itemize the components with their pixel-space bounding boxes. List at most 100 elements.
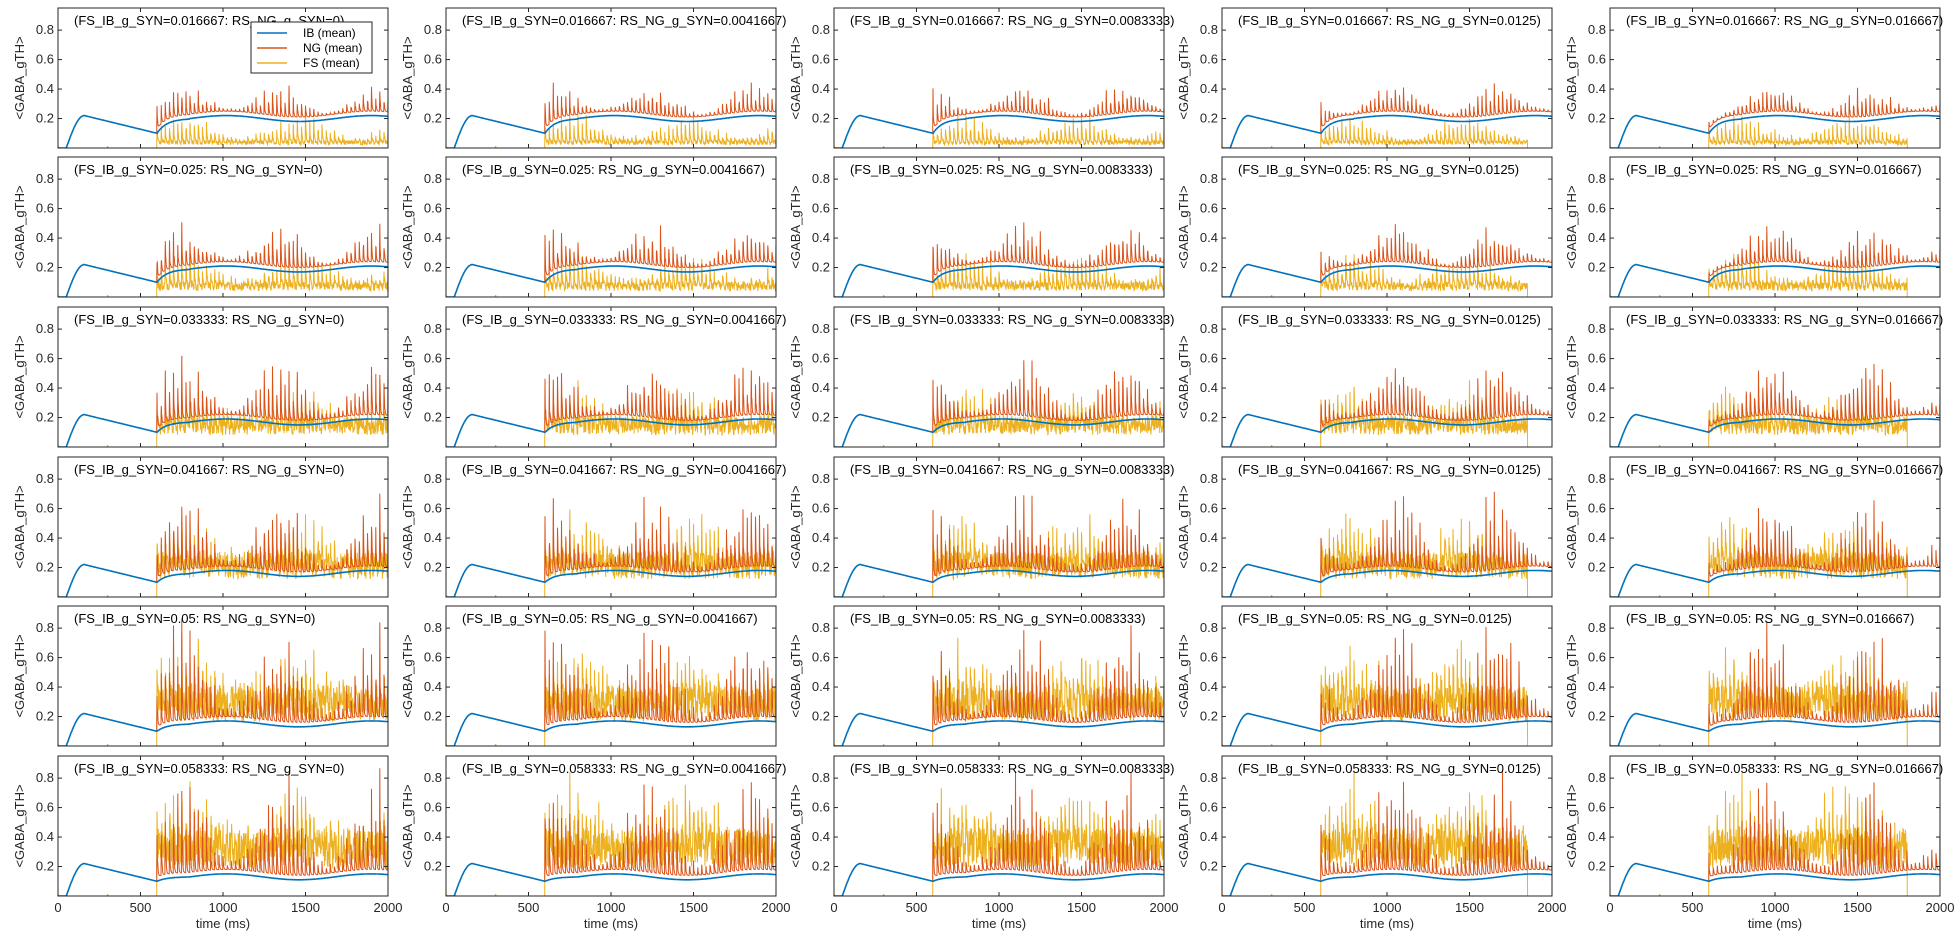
ib-mean-line xyxy=(1222,263,1552,297)
y-tick-label: 0.6 xyxy=(812,800,830,815)
fs-mean-line xyxy=(834,115,1164,148)
panel-data xyxy=(1610,363,1940,447)
ng-mean-line xyxy=(1610,782,1940,896)
panel-data xyxy=(834,88,1164,148)
ib-mean-line xyxy=(446,263,776,297)
panel-2-0: 0.2 0.4 0.6 0.8 <GABA_gTH> (FS_IB_g_SYN=0.033… xyxy=(12,306,389,448)
y-axis-label: <GABA_gTH> xyxy=(400,485,415,568)
x-tick-label: 2000 xyxy=(1926,900,1954,915)
ib-mean-line xyxy=(834,114,1164,148)
y-tick-label: 0.2 xyxy=(1588,111,1606,126)
ib-mean-line xyxy=(58,862,388,896)
x-tick-label: 1500 xyxy=(291,900,320,915)
panel-data xyxy=(1222,769,1552,896)
y-tick-label: 0.2 xyxy=(36,560,54,575)
y-tick-label: 0.6 xyxy=(1588,501,1606,516)
panel-title: (FS_IB_g_SYN=0.058333: RS_NG_g_SYN=0.008… xyxy=(850,761,1175,776)
fs-mean-line xyxy=(1222,380,1552,447)
ib-mean-line xyxy=(1222,413,1552,447)
fs-mean-line xyxy=(446,114,776,148)
x-tick-label: 1000 xyxy=(209,900,238,915)
y-tick-label: 0.2 xyxy=(1200,410,1218,425)
y-tick-label: 0.8 xyxy=(812,171,830,186)
y-axis-label: <GABA_gTH> xyxy=(1176,485,1191,568)
y-tick-label: 0.2 xyxy=(424,560,442,575)
panel-data xyxy=(446,772,776,896)
y-tick-label: 0.4 xyxy=(1200,230,1218,245)
y-tick-label: 0.4 xyxy=(36,81,54,96)
y-axis-label: <GABA_gTH> xyxy=(1564,485,1579,568)
y-axis-label: <GABA_gTH> xyxy=(788,485,803,568)
y-tick-label: 0.2 xyxy=(424,260,442,275)
fs-mean-line xyxy=(1222,117,1552,148)
ng-mean-line xyxy=(446,630,776,746)
y-tick-label: 0.6 xyxy=(36,800,54,815)
panel-0-0: 0.20.40.60.8<GABA_gTH>(FS_IB_g_SYN=0.016… xyxy=(12,7,389,149)
ib-mean-line xyxy=(58,712,388,746)
x-axis-label: time (ms) xyxy=(1360,916,1414,931)
x-tick-label: 2000 xyxy=(1150,900,1179,915)
y-tick-label: 0.4 xyxy=(812,829,830,844)
y-tick-label: 0.6 xyxy=(1588,201,1606,216)
ib-mean-line xyxy=(446,563,776,597)
y-tick-label: 0.2 xyxy=(36,260,54,275)
ib-mean-line xyxy=(58,413,388,447)
y-tick-label: 0.2 xyxy=(424,111,442,126)
y-tick-label: 0.4 xyxy=(424,230,442,245)
panel-0-3: 0.2 0.4 0.6 0.8 <GABA_gTH> (FS_IB_g_SYN=0.016… xyxy=(1176,7,1553,149)
legend: IB (mean)NG (mean)FS (mean) xyxy=(250,21,373,74)
x-tick-label: 0 xyxy=(54,900,61,915)
ib-mean-line xyxy=(446,862,776,896)
fs-mean-line xyxy=(446,248,776,297)
y-tick-label: 0.2 xyxy=(424,859,442,874)
y-tick-label: 0.4 xyxy=(812,230,830,245)
y-tick-label: 0.2 xyxy=(812,111,830,126)
ib-mean-line xyxy=(1610,114,1940,148)
y-tick-label: 0.8 xyxy=(812,471,830,486)
y-axis-label: <GABA_gTH> xyxy=(12,36,27,119)
y-axis-label: <GABA_gTH> xyxy=(400,634,415,717)
y-tick-label: 0.4 xyxy=(1588,81,1606,96)
ib-mean-line xyxy=(1610,563,1940,597)
y-tick-label: 0.4 xyxy=(36,230,54,245)
ib-mean-line xyxy=(446,712,776,746)
y-axis-label: <GABA_gTH> xyxy=(788,634,803,717)
y-tick-label: 0.6 xyxy=(424,501,442,516)
y-tick-label: 0.6 xyxy=(424,201,442,216)
y-tick-label: 0.4 xyxy=(1200,81,1218,96)
panel-4-0: 0.2 0.4 0.6 0.8 <GABA_gTH> (FS_IB_g_SYN=0.05:… xyxy=(12,605,389,747)
y-axis-label: <GABA_gTH> xyxy=(400,335,415,418)
panel-title: (FS_IB_g_SYN=0.016667: RS_NG_g_SYN=0.016… xyxy=(1626,13,1943,28)
y-tick-label: 0.8 xyxy=(424,471,442,486)
y-tick-label: 0.4 xyxy=(1588,530,1606,545)
ng-mean-line xyxy=(1222,491,1552,597)
y-tick-label: 0.2 xyxy=(1200,260,1218,275)
x-tick-label: 1500 xyxy=(679,900,708,915)
y-tick-label: 0.8 xyxy=(812,22,830,37)
panel-title: (FS_IB_g_SYN=0.016667: RS_NG_g_SYN=0.008… xyxy=(850,13,1175,28)
panel-data xyxy=(1610,87,1940,148)
y-axis-label: <GABA_gTH> xyxy=(12,784,27,867)
y-axis-label: <GABA_gTH> xyxy=(1564,335,1579,418)
panel-title: (FS_IB_g_SYN=0.05: RS_NG_g_SYN=0) xyxy=(74,611,315,626)
y-tick-label: 0.6 xyxy=(1200,501,1218,516)
y-axis-label: <GABA_gTH> xyxy=(1176,185,1191,268)
panel-grid: 0.2 0.4 0.6 0.8 <GABA_gTH> (FS_IB_g_SYN=0.016… xyxy=(12,7,1954,931)
axes-box xyxy=(445,7,777,149)
x-axis-label: time (ms) xyxy=(584,916,638,931)
y-tick-label: 0.4 xyxy=(36,679,54,694)
y-tick-label: 0.2 xyxy=(1200,709,1218,724)
panel-1-0: 0.2 0.4 0.6 0.8 <GABA_gTH> (FS_IB_g_SYN=0.025… xyxy=(12,156,389,298)
ib-mean-line xyxy=(1610,263,1940,297)
y-tick-label: 0.2 xyxy=(1200,859,1218,874)
fs-mean-line xyxy=(446,645,776,746)
y-tick-label: 0.6 xyxy=(812,650,830,665)
y-tick-label: 0.6 xyxy=(36,351,54,366)
x-axis-label: time (ms) xyxy=(972,916,1026,931)
y-axis-label: <GABA_gTH> xyxy=(1564,36,1579,119)
panel-4-3: 0.2 0.4 0.6 0.8 <GABA_gTH> (FS_IB_g_SYN=0.05:… xyxy=(1176,605,1553,747)
y-tick-label: 0.2 xyxy=(1588,260,1606,275)
ng-mean-line xyxy=(446,496,776,597)
panel-data xyxy=(1610,621,1940,746)
y-tick-label: 0.6 xyxy=(1200,351,1218,366)
